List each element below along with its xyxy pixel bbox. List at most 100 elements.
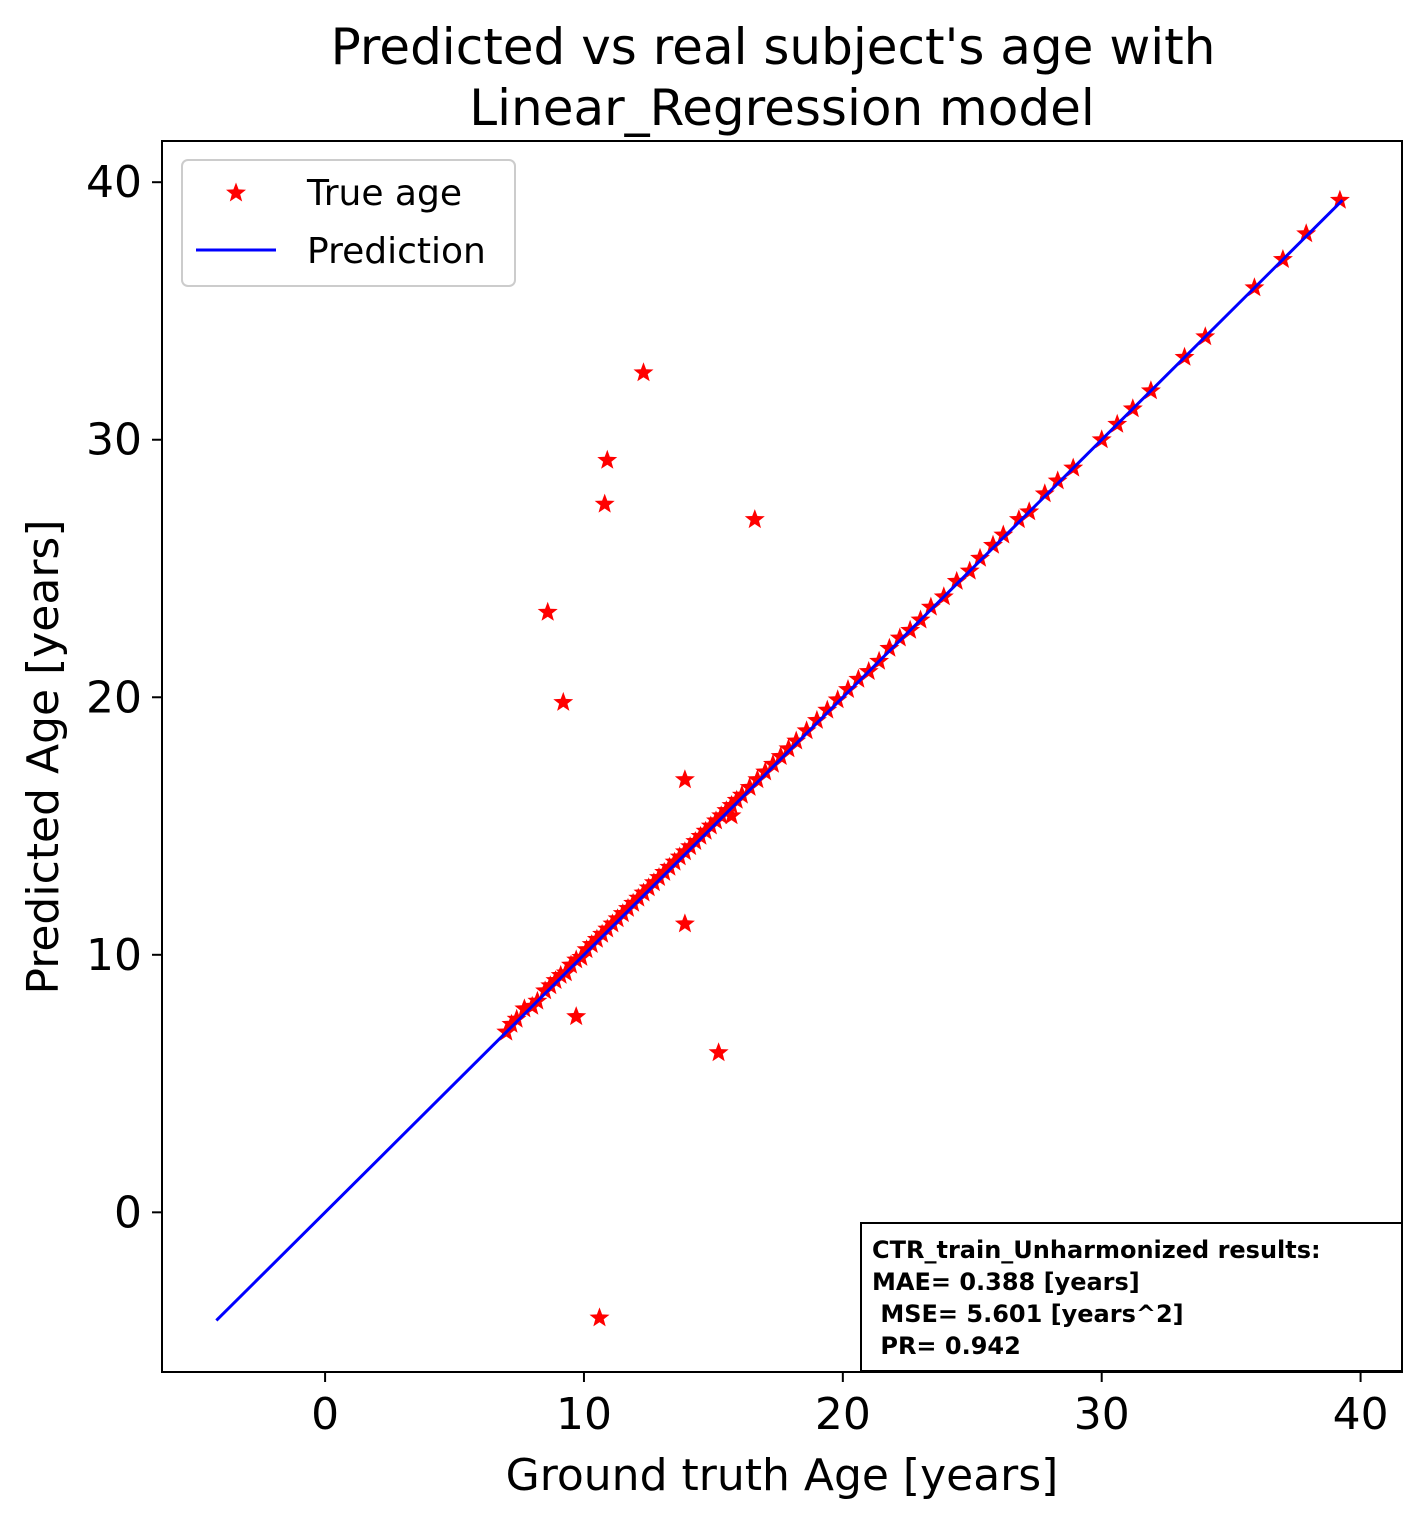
data-point-star (827, 689, 848, 709)
data-point-star (706, 810, 726, 830)
data-point-star (755, 761, 776, 781)
data-point-star (807, 709, 827, 729)
data-point-star (695, 820, 716, 840)
data-point-star (633, 362, 654, 382)
x-tick-label: 40 (1333, 1389, 1389, 1440)
x-tick-label: 0 (311, 1389, 339, 1440)
data-point-star (550, 964, 571, 984)
data-point-star (612, 903, 633, 923)
prediction-line (215, 199, 1344, 1322)
data-point-star (561, 954, 581, 974)
data-point-star (708, 1042, 729, 1062)
data-point-star (674, 769, 695, 789)
data-point-star (1329, 189, 1350, 209)
y-tick-label: 40 (86, 157, 142, 208)
data-point-star (1008, 509, 1029, 529)
annotation-line-1: CTR_train_Unharmonized results: (872, 1236, 1321, 1264)
data-point-star (602, 913, 623, 933)
data-point-star (1296, 223, 1317, 243)
data-point-star (654, 861, 675, 881)
data-point-star (920, 596, 941, 616)
data-point-star (545, 970, 566, 989)
data-point-star (535, 980, 556, 1000)
annotation-line-2: MAE= 0.388 [years] (872, 1268, 1140, 1296)
chart-title-line-1: Predicted vs real subject's age with (331, 18, 1216, 76)
data-point-star (628, 887, 649, 907)
data-point-star (537, 601, 558, 621)
data-point-star (643, 872, 664, 892)
legend-label-prediction: Prediction (307, 231, 486, 272)
data-point-star (796, 720, 817, 740)
data-point-star (1034, 483, 1055, 503)
data-point-star (721, 794, 742, 814)
data-point-star (649, 867, 669, 886)
legend-star-marker (226, 182, 246, 202)
y-tick-label: 0 (114, 1187, 142, 1238)
legend: True age Prediction (181, 159, 516, 287)
legend-star-icon (226, 182, 246, 202)
data-point-star (669, 846, 690, 866)
data-point-star (607, 908, 628, 928)
data-point-star (690, 825, 711, 845)
results-annotation: CTR_train_Unharmonized results: MAE= 0.3… (860, 1222, 1403, 1372)
data-point-star (889, 627, 910, 647)
y-axis-ticks: 0 10 20 30 40 (86, 157, 162, 1238)
data-point-star (506, 1008, 527, 1028)
data-point-star (711, 805, 732, 825)
scatter-points-layer (496, 189, 1350, 1327)
y-tick-label: 10 (86, 930, 142, 981)
data-point-star (597, 918, 618, 938)
legend-label-true-age: True age (306, 173, 462, 214)
data-point-star (589, 1307, 610, 1327)
data-point-star (970, 547, 990, 567)
data-point-star (597, 449, 618, 469)
plot-area (215, 189, 1350, 1327)
prediction-line-layer (215, 199, 1344, 1322)
data-point-star (586, 928, 607, 948)
y-tick-label: 30 (86, 415, 142, 466)
data-point-star (744, 509, 765, 529)
data-point-star (721, 805, 742, 825)
y-axis-label: Predicted Age [years] (18, 519, 69, 994)
axes-frame (161, 140, 1403, 1373)
data-point-star (618, 897, 638, 917)
data-point-star (983, 534, 1003, 554)
data-point-star (946, 570, 967, 590)
data-point-star (659, 856, 680, 876)
annotation-box (860, 1222, 1403, 1372)
data-point-star (685, 831, 706, 850)
data-point-star (576, 939, 597, 959)
data-point-star (680, 836, 701, 856)
x-tick-label: 20 (815, 1389, 871, 1440)
data-point-star (700, 815, 721, 835)
data-point-star (848, 668, 869, 688)
x-tick-label: 10 (556, 1389, 612, 1440)
data-point-star (553, 691, 574, 711)
data-point-star (786, 730, 807, 750)
data-point-star (716, 800, 737, 820)
data-point-star (817, 699, 838, 719)
x-tick-label: 30 (1074, 1389, 1130, 1440)
legend-box (181, 159, 516, 287)
chart-title-line-2: Linear_Regression model (469, 79, 1094, 137)
x-axis-ticks: 0 10 20 30 40 (311, 1372, 1389, 1440)
data-point-star (566, 1006, 587, 1026)
data-point-star (566, 949, 587, 969)
annotation-line-3: MSE= 5.601 [years^2] (872, 1300, 1184, 1328)
data-point-star (731, 784, 752, 804)
data-point-star (674, 913, 695, 933)
data-point-star (674, 841, 695, 861)
data-point-star (540, 975, 561, 995)
data-point-star (838, 679, 858, 698)
data-point-star (633, 882, 654, 902)
x-axis-label: Ground truth Age [years] (506, 1450, 1059, 1501)
data-point-star (623, 892, 644, 912)
data-point-star (739, 776, 760, 796)
data-point-star (664, 851, 685, 871)
annotation-line-4: PR= 0.942 (872, 1332, 1021, 1360)
data-point-star (879, 637, 900, 657)
y-tick-label: 20 (86, 672, 142, 723)
data-point-star (770, 746, 791, 765)
data-point-star (778, 738, 799, 758)
